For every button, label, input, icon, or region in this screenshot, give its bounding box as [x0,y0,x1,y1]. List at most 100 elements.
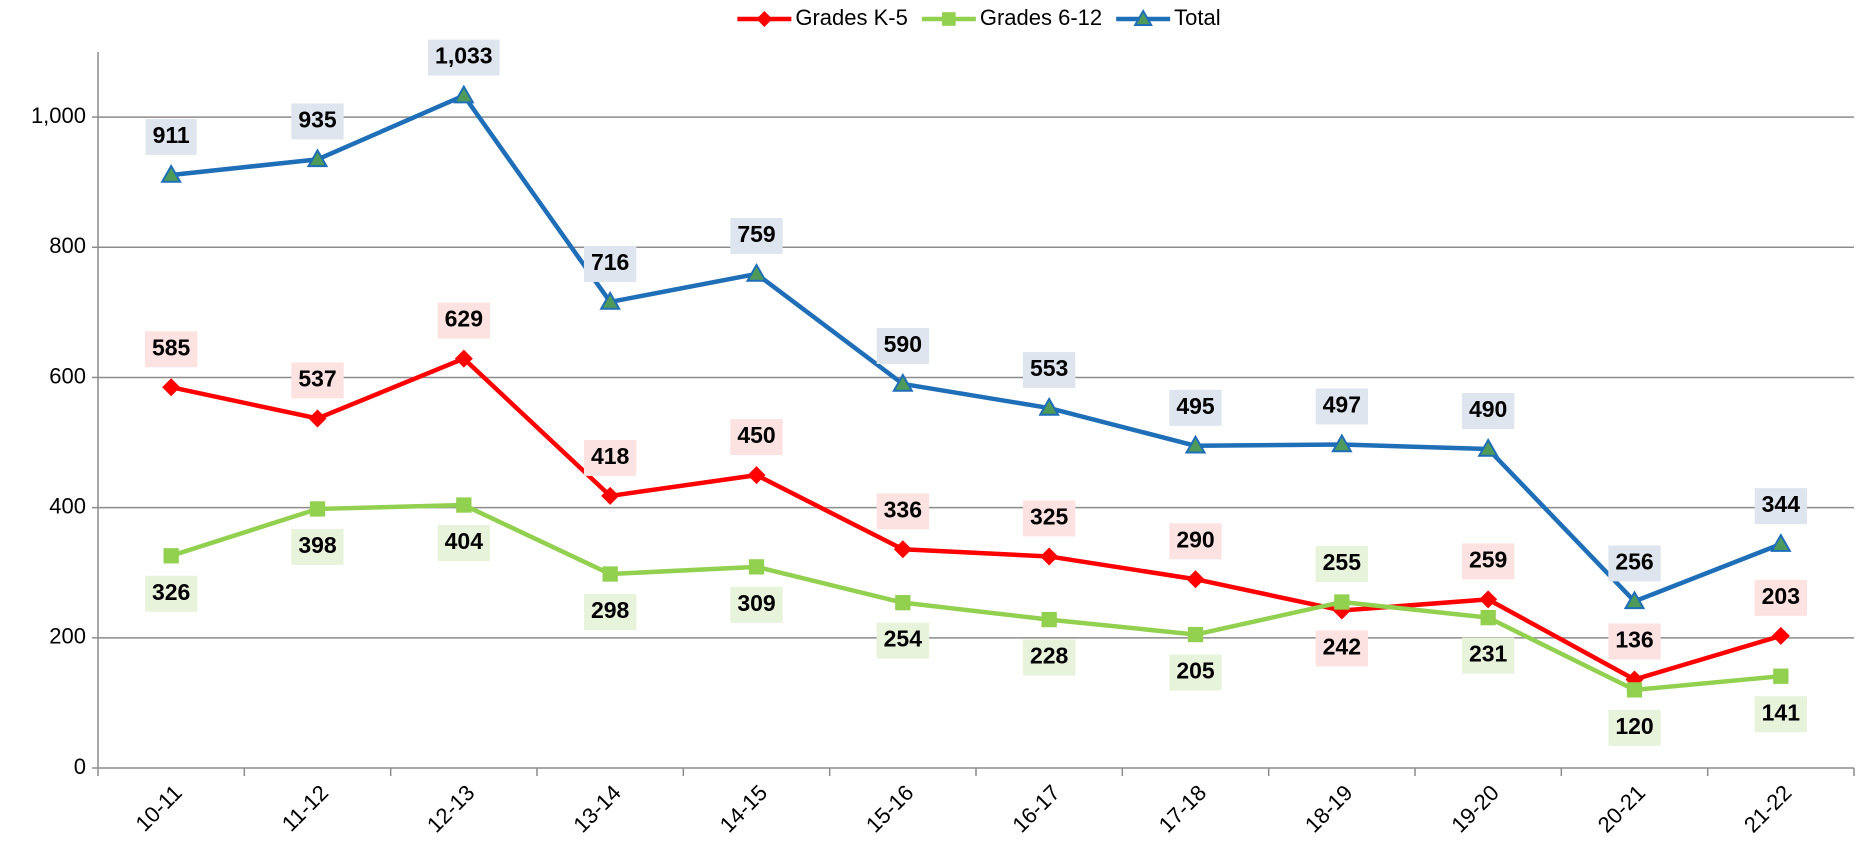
data-label: 344 [1754,488,1808,525]
data-label-bg [1461,543,1515,580]
data-label-text: 120 [1615,713,1653,739]
marker [1480,609,1496,626]
data-label: 911 [145,119,197,156]
data-label-bg [1022,500,1076,537]
data-label-bg [1169,523,1222,560]
data-label-bg [1169,654,1222,691]
data-label-text: 1,033 [435,43,493,69]
marker [1038,397,1060,416]
data-label-bg [1315,630,1369,667]
marker [163,548,179,564]
data-label-text: 590 [884,331,922,357]
marker [454,349,473,368]
marker [1186,570,1205,589]
data-label-bg [730,419,783,456]
data-label: 553 [1022,352,1076,389]
marker [601,486,620,505]
marker [892,372,914,392]
data-label: 537 [291,362,344,399]
data-label: 255 [1315,546,1369,583]
marker [1626,682,1643,698]
data-label: 935 [291,103,344,140]
data-label-bg [291,528,344,565]
data-label-bg [876,622,930,659]
data-label-bg [437,302,491,339]
data-label: 497 [1315,388,1369,425]
data-label: 203 [1754,579,1808,616]
data-label-text: 450 [737,422,775,448]
data-label-text: 629 [445,306,483,332]
data-label: 298 [583,594,637,631]
data-label-text: 716 [591,249,629,275]
data-label: 404 [437,525,491,562]
marker [1477,438,1499,457]
data-label: 256 [1608,545,1661,582]
series-line [170,502,1782,693]
data-label-text: 231 [1469,641,1508,667]
marker [306,148,329,168]
data-label-text: 553 [1030,355,1068,381]
data-label: 228 [1022,639,1076,676]
x-tick-label: 15-16 [861,780,918,837]
data-label-bg [1608,545,1661,582]
data-label-bg [1608,709,1661,746]
data-label: 290 [1169,523,1222,560]
y-tick-label: 200 [49,624,86,649]
data-label: 450 [730,419,783,456]
marker [1623,590,1646,610]
data-label-bg [144,575,198,612]
data-label-bg [437,525,491,562]
data-label-text: 344 [1762,491,1801,517]
marker [1331,433,1353,453]
x-tick-label: 10-11 [130,780,186,836]
marker [1133,8,1153,26]
x-tick-label: 16-17 [1007,780,1064,837]
data-label-text: 255 [1323,549,1362,575]
legend-item: Grades K-5 [737,5,908,30]
marker [308,409,327,428]
marker [748,559,765,575]
data-label-text: 325 [1030,504,1069,530]
marker [1040,547,1059,566]
data-label-text: 254 [884,626,923,652]
data-label-text: 203 [1762,583,1800,609]
marker [453,84,475,104]
data-label: 1,033 [428,39,500,76]
data-label-text: 935 [298,106,337,132]
x-tick-label: 11-12 [277,780,333,836]
data-label-text: 497 [1323,392,1361,418]
data-label-text: 336 [884,496,922,522]
data-label-bg [583,245,637,282]
data-label-text: 205 [1176,658,1215,684]
data-label: 629 [437,302,491,339]
data-label-bg [876,327,930,364]
series-line [170,356,1782,682]
data-label: 759 [730,217,783,254]
y-tick-label: 0 [74,754,86,779]
y-tick-label: 800 [49,233,86,258]
data-label: 325 [1022,500,1076,537]
data-label: 585 [144,331,198,368]
marker [1770,533,1792,552]
x-tick-label: 18-19 [1300,780,1357,837]
data-label-text: 418 [591,443,630,469]
marker [895,595,911,611]
data-label-bg [1315,388,1369,425]
x-tick-label: 19-20 [1446,780,1503,837]
data-label-text: 490 [1469,396,1507,422]
legend-label: Grades 6-12 [980,5,1102,30]
data-label: 136 [1608,623,1661,660]
data-label: 205 [1169,654,1222,691]
data-label-text: 537 [298,366,336,392]
marker [1479,590,1498,609]
data-label-bg [583,594,637,631]
data-label-bg [730,586,783,623]
y-tick-label: 1,000 [31,103,86,128]
data-label-bg [145,119,197,156]
legend-item: Total [1116,5,1221,30]
data-label-bg [1022,352,1076,389]
data-label-text: 298 [591,597,630,623]
data-label-text: 136 [1615,627,1653,653]
marker [599,290,621,310]
